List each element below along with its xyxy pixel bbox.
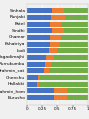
Bar [27,88,54,93]
Bar [50,42,60,47]
Bar [54,88,67,93]
Bar [50,22,61,27]
Bar [27,68,44,73]
Bar [44,68,49,73]
Bar [54,55,88,60]
Bar [50,35,61,40]
Bar [27,35,50,40]
Bar [27,8,53,13]
Bar [57,48,88,53]
Bar [67,95,88,100]
Bar [51,62,88,67]
Bar [45,62,51,67]
Bar [49,68,88,73]
Bar [64,28,88,33]
Bar [27,55,46,60]
Bar [61,35,88,40]
Bar [67,88,88,93]
Bar [64,8,88,13]
Bar [27,28,52,33]
Bar [49,48,57,53]
Bar [60,42,88,47]
Bar [39,82,88,87]
Bar [52,28,64,33]
Bar [27,48,49,53]
Bar [27,62,45,67]
Bar [27,22,50,27]
Bar [51,15,65,20]
Bar [37,82,39,87]
Bar [27,42,50,47]
Bar [65,15,88,20]
Bar [61,22,88,27]
Bar [53,8,64,13]
Bar [27,82,37,87]
Bar [46,55,54,60]
Bar [27,95,54,100]
Bar [40,75,88,80]
Bar [27,75,38,80]
Bar [54,95,67,100]
Bar [38,75,40,80]
Bar [27,15,51,20]
